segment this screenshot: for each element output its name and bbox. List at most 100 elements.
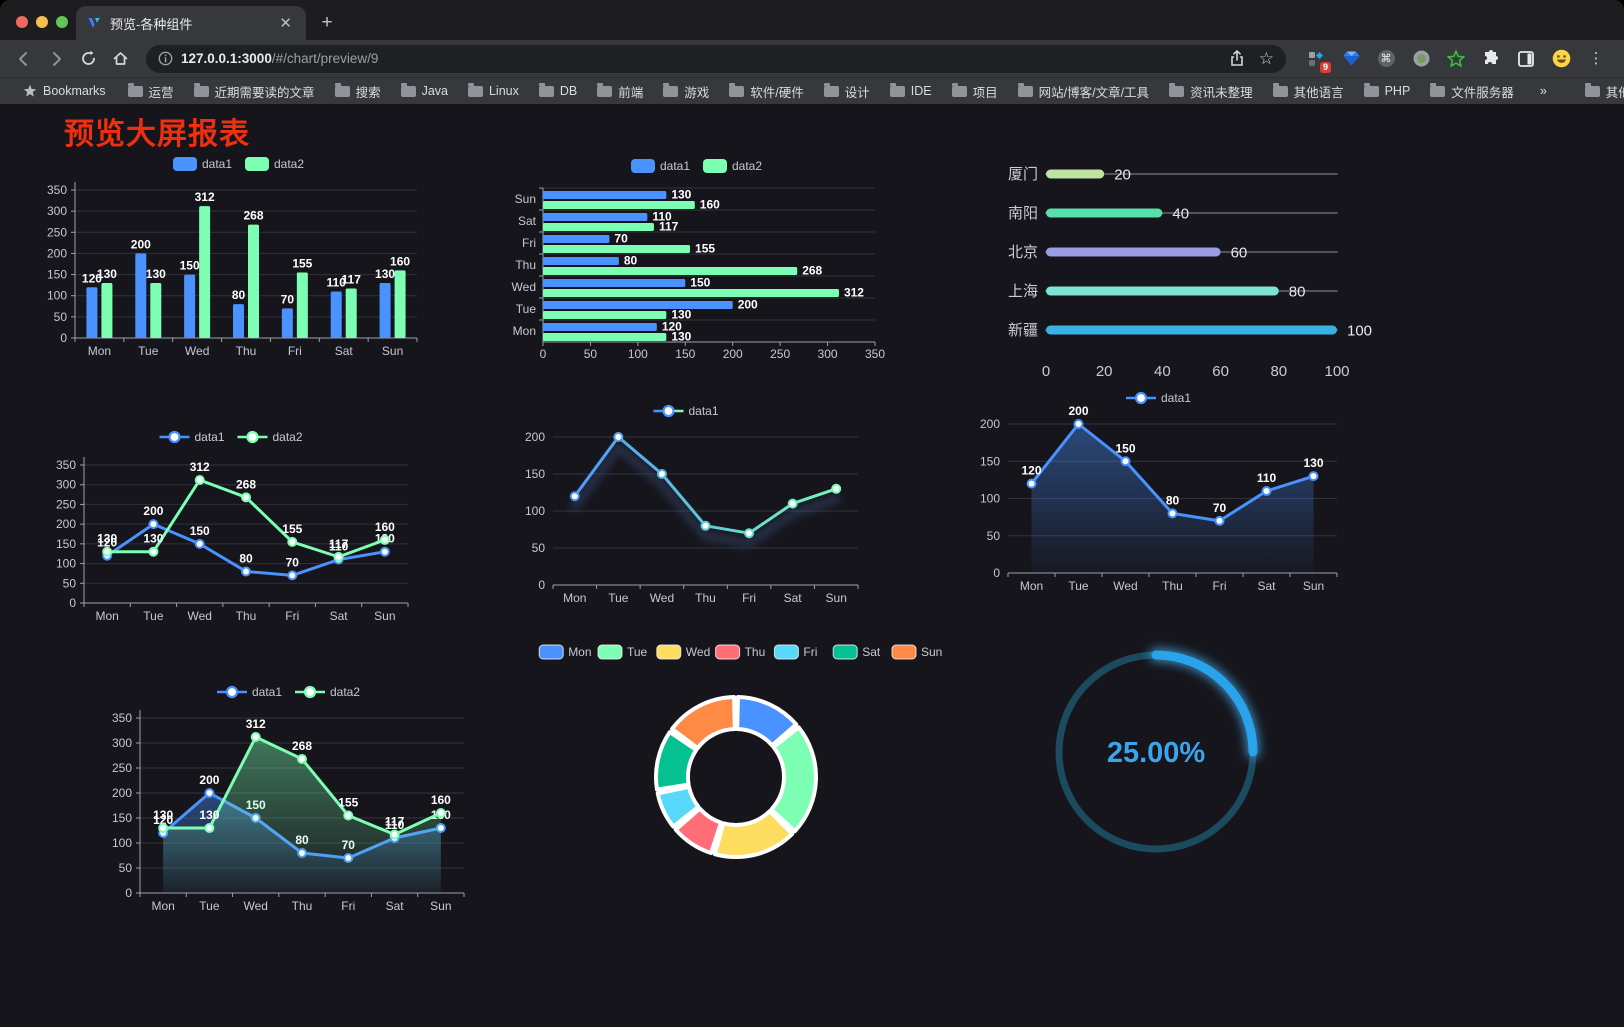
legend-item-Sat[interactable]: Sat	[832, 644, 881, 660]
bookmark-folder-label: 软件/硬件	[750, 85, 804, 100]
svg-text:150: 150	[112, 811, 132, 825]
two-series-line-chart[interactable]: data1 data2 0 50 100 150 200 250 300 350 120 200 150…	[45, 425, 420, 637]
bookmark-folder-item[interactable]: 近期需要读的文章	[185, 80, 324, 103]
bookmarks-overflow-chevron[interactable]: »	[1539, 84, 1547, 98]
grouped-bar-chart-svg: data1 data2 0 50 100 150 200 250 300 350 120 200 150…	[47, 157, 418, 358]
emoji-extension-icon[interactable]	[1551, 49, 1571, 69]
bookmark-folder-item[interactable]: 搜索	[326, 80, 390, 103]
new-tab-button[interactable]: +	[321, 12, 333, 33]
donut-chart[interactable]: Mon Tue Wed Thu Fri Sat Sun	[538, 635, 942, 875]
svg-text:Sat: Sat	[1257, 579, 1276, 593]
svg-text:北京: 北京	[1008, 244, 1038, 261]
bookmark-folder-label: 其他语言	[1293, 85, 1344, 100]
bookmark-folder-label: Java	[421, 84, 448, 98]
bookmark-folder-item[interactable]: 运营	[119, 80, 183, 103]
grouped-bar-chart[interactable]: data1 data2 0 50 100 150 200 250 300 350 120 200 150…	[45, 150, 425, 365]
address-bar[interactable]: 127.0.0.1:3000/#/chart/preview/9 ☆	[146, 44, 1286, 73]
legend-item-Thu[interactable]: Thu	[715, 644, 766, 660]
city-progress-chart-svg: 厦门 20 南阳 40 北京 60 上海 80 新疆 100 0 20 40 60 80 100	[1008, 166, 1372, 380]
extension-green-star-icon[interactable]	[1446, 49, 1466, 69]
forward-button[interactable]	[42, 45, 70, 73]
bookmark-folder-item[interactable]: 项目	[943, 80, 1007, 103]
extensions-puzzle-icon[interactable]	[1481, 49, 1501, 69]
url-text: 127.0.0.1:3000/#/chart/preview/9	[181, 50, 378, 68]
bookmark-folder-item[interactable]: 游戏	[654, 80, 718, 103]
bookmark-star-icon[interactable]: ☆	[1258, 49, 1274, 68]
gradient-line-chart[interactable]: data1 0 50 100 150 200 Mon Tue Wed Thu Fri Sat Sun	[505, 398, 870, 613]
reload-button[interactable]	[74, 45, 102, 73]
extension-grid-icon[interactable]: 9	[1306, 49, 1331, 73]
svg-text:100: 100	[1324, 363, 1349, 380]
legend-item-Tue[interactable]: Tue	[597, 644, 648, 660]
bookmark-folder-item[interactable]: Linux	[459, 82, 528, 100]
two-series-area-chart[interactable]: data1data2050100150200250300350120200150…	[110, 680, 470, 925]
share-icon[interactable]	[1229, 50, 1245, 67]
area-two-series-weekly-svg: data1data2050100150200250300350120200150…	[112, 685, 465, 913]
back-button[interactable]	[10, 45, 38, 73]
bookmark-folder-item[interactable]: PHP	[1355, 82, 1420, 100]
bookmark-folder-item[interactable]: 资讯未整理	[1160, 80, 1262, 103]
legend-item-Fri[interactable]: Fri	[773, 644, 817, 660]
legend-item-data2[interactable]: data2	[245, 157, 304, 171]
bookmark-folder-item[interactable]: 其他语言	[1264, 80, 1353, 103]
url-host: 127.0.0.1:3000	[181, 50, 272, 66]
horizontal-bar-chart[interactable]: data1 data2 Sun Sat Fri Thu Wed Tue Mon 130 110 70 8…	[505, 152, 890, 367]
legend-item-data1[interactable]: data1	[1126, 391, 1191, 405]
svg-text:Sun: Sun	[1303, 579, 1324, 593]
legend-item-data2[interactable]: data2	[295, 685, 360, 699]
area-line-chart[interactable]: data1 0 50 100 150 200 120 200 150 80 70 110 130 Mon T…	[975, 388, 1345, 600]
url-path: /#/chart/preview/9	[271, 50, 379, 66]
minimize-window-button[interactable]	[36, 16, 48, 28]
legend-item-data2[interactable]: data2	[703, 159, 762, 173]
bookmark-folder-item[interactable]: 前端	[588, 80, 652, 103]
sidebar-panel-icon[interactable]	[1516, 49, 1536, 69]
gauge-chart[interactable]: 25.00%	[1040, 635, 1275, 870]
bookmark-folder-item[interactable]: Java	[392, 82, 457, 100]
legend-item-data1[interactable]: data1	[173, 157, 232, 171]
extension-gem-icon[interactable]	[1341, 49, 1361, 69]
bookmark-folder-item[interactable]: 设计	[815, 80, 879, 103]
svg-text:Mon: Mon	[151, 899, 174, 913]
bookmark-folder-item[interactable]: 网站/博客/文章/工具	[1009, 80, 1158, 103]
browser-menu-icon[interactable]: ⋮	[1588, 50, 1604, 67]
donut-segment-Thu[interactable]	[673, 806, 724, 856]
bookmark-folder-item[interactable]: 软件/硬件	[720, 80, 812, 103]
series-data2: 130 130 312 268 155 117 160	[153, 717, 451, 893]
legend-item-data1[interactable]: data1	[159, 430, 225, 444]
folder-icon	[889, 82, 905, 97]
svg-text:250: 250	[47, 225, 67, 239]
bookmark-folder-item[interactable]: IDE	[881, 82, 941, 100]
svg-text:155: 155	[292, 256, 312, 270]
home-button[interactable]	[106, 45, 134, 73]
bookmark-folder-item[interactable]: DB	[530, 82, 586, 100]
svg-text:40: 40	[1172, 206, 1189, 223]
horizontal-bar-chart-svg: data1 data2 Sun Sat Fri Thu Wed Tue Mon 130 110 70 8…	[512, 159, 885, 361]
city-progress-chart[interactable]: 厦门 20 南阳 40 北京 60 上海 80 新疆 100 0 20 40 60 80 100	[1000, 150, 1372, 390]
browser-tab[interactable]: 预览-各种组件 ✕	[76, 6, 306, 40]
donut-segment-Tue[interactable]	[769, 725, 818, 834]
donut-segment-Fri[interactable]	[655, 784, 701, 829]
site-info-icon[interactable]	[158, 51, 173, 66]
extension-record-icon[interactable]	[1411, 49, 1431, 69]
donut-segment-Sat[interactable]	[654, 730, 699, 792]
svg-text:100: 100	[1347, 323, 1372, 340]
legend-item-Sun[interactable]: Sun	[891, 644, 942, 660]
donut-segment-Mon[interactable]	[735, 695, 799, 748]
svg-text:50: 50	[54, 310, 68, 324]
svg-text:130: 130	[199, 808, 219, 822]
legend-item-data1[interactable]: data1	[653, 404, 719, 418]
legend-item-data2[interactable]: data2	[237, 430, 303, 444]
other-bookmarks[interactable]: 其他书签	[1576, 80, 1624, 103]
bookmark-folder-item[interactable]: 文件服务器	[1421, 80, 1523, 103]
legend-item-data1[interactable]: data1	[631, 159, 690, 173]
bookmarks-root[interactable]: Bookmarks	[14, 82, 115, 100]
legend-item-Mon[interactable]: Mon	[538, 644, 592, 660]
tab-close-icon[interactable]: ✕	[279, 14, 292, 32]
donut-segment-Wed[interactable]	[712, 809, 795, 859]
legend-item-Wed[interactable]: Wed	[656, 644, 710, 660]
close-window-button[interactable]	[16, 16, 28, 28]
extension-command-icon[interactable]: ⌘	[1376, 49, 1396, 69]
zoom-window-button[interactable]	[56, 16, 68, 28]
legend-item-data1[interactable]: data1	[217, 685, 282, 699]
donut-segment-Sun[interactable]	[670, 695, 737, 751]
